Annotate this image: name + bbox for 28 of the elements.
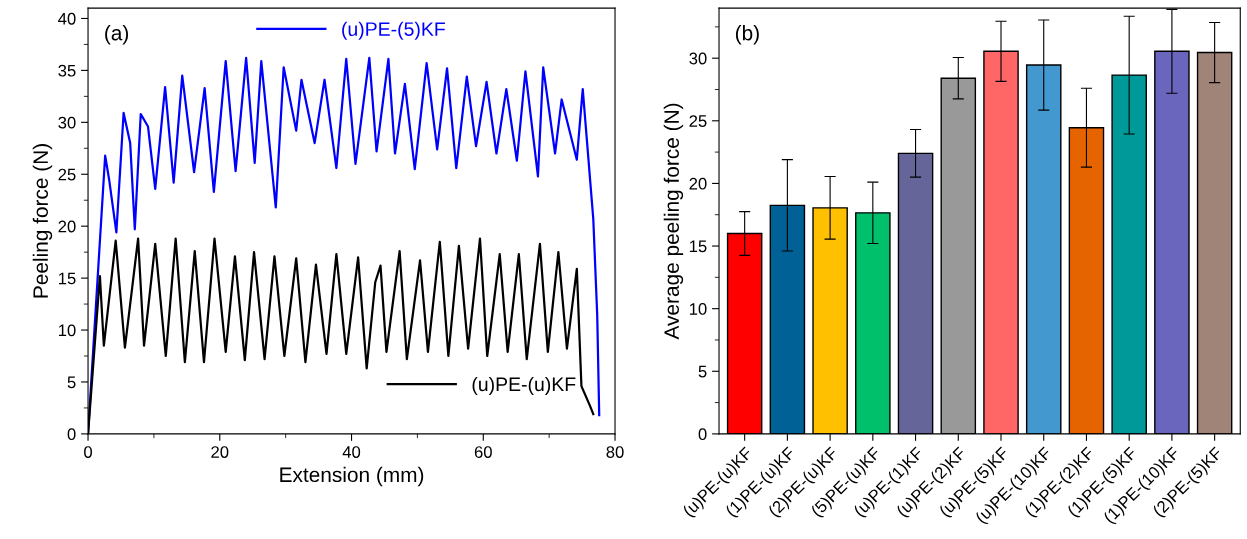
y-tick-label: 40 xyxy=(58,12,76,25)
annotation: (b) xyxy=(735,25,759,45)
x-tick-label: 20 xyxy=(211,446,229,458)
y-tick-label: 0 xyxy=(698,428,707,441)
y-tick-label: 20 xyxy=(58,220,76,233)
annotation: (a) xyxy=(105,25,129,45)
x-axis-title: Extension (mm) xyxy=(280,466,424,487)
y-tick-label: 30 xyxy=(689,52,707,65)
legend-label: (u)PE-(5)KF xyxy=(342,21,445,40)
y-tick-label: 15 xyxy=(58,272,76,285)
y-tick-label: 25 xyxy=(689,115,707,127)
y-axis-title: Peeling force (N) xyxy=(32,144,53,298)
y-tick-label: 30 xyxy=(58,116,76,129)
legend-label: (u)PE-(u)KF xyxy=(472,376,576,395)
x-tick-label: 80 xyxy=(606,446,624,458)
y-tick-label: 10 xyxy=(689,303,707,315)
y-axis-title: Average peeling force (N) xyxy=(663,103,684,340)
y-tick-label: 5 xyxy=(67,376,76,389)
y-tick-label: 15 xyxy=(689,240,707,253)
y-tick-label: 20 xyxy=(689,177,707,190)
y-tick-label: 25 xyxy=(58,168,76,181)
x-tick-label: 0 xyxy=(84,446,93,458)
y-tick-label: 35 xyxy=(58,64,76,77)
y-tick-label: 5 xyxy=(698,365,707,378)
x-tick-label: 40 xyxy=(342,446,361,458)
x-tick-label: 60 xyxy=(474,446,492,458)
y-tick-label: 10 xyxy=(58,324,76,337)
y-tick-label: 0 xyxy=(67,428,76,441)
